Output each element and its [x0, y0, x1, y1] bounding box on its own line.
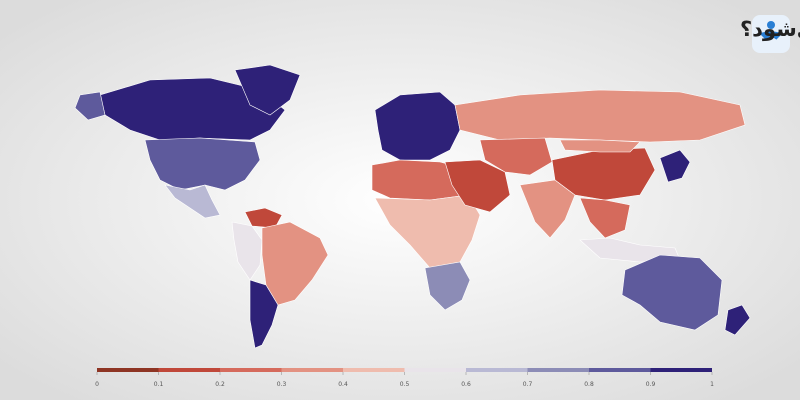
legend-tick-label: 0.2 [215, 381, 225, 388]
region [724, 304, 751, 336]
legend-tick-label: 0.3 [277, 381, 287, 388]
region [249, 279, 279, 349]
legend-tick-label: 0.9 [646, 381, 656, 388]
legend-tick-label: 0.1 [154, 381, 164, 388]
region [559, 139, 641, 153]
legend-swatch [158, 368, 220, 372]
region [99, 77, 286, 141]
region [374, 91, 461, 161]
region [374, 194, 481, 269]
legend-swatch [343, 368, 405, 372]
legend-swatch [220, 368, 282, 372]
legend-swatch [650, 368, 712, 372]
region [424, 261, 471, 311]
legend-tick-label: 0.4 [338, 381, 348, 388]
legend-swatch [589, 368, 651, 372]
logo [752, 15, 790, 53]
region [579, 197, 631, 239]
region [74, 91, 106, 121]
region [244, 207, 283, 229]
legend-tick-label: 0.8 [584, 381, 594, 388]
region [659, 149, 691, 183]
region [231, 221, 263, 281]
legend-swatch [97, 368, 159, 372]
legend-swatch [466, 368, 528, 372]
region [579, 237, 681, 263]
region [164, 184, 221, 219]
legend-tick-label: 1 [710, 381, 714, 388]
title: چگونه میزان آزادی یک کشور اندازه‌گیری می… [740, 16, 800, 41]
region [621, 254, 723, 331]
legend-swatch [404, 368, 466, 372]
legend-tick-label: 0 [95, 381, 99, 388]
legend-tick-label: 0.5 [400, 381, 410, 388]
legend-tick-label: 0.7 [523, 381, 533, 388]
region [261, 221, 329, 306]
region [479, 137, 553, 176]
legend-tick-label: 0.6 [461, 381, 471, 388]
region [444, 159, 511, 213]
legend-swatch [527, 368, 589, 372]
legend: 0 0.1 0.2 0.3 0.4 0.5 0.6 0.7 0.8 0.9 1 [95, 368, 714, 388]
legend-swatch [281, 368, 343, 372]
region [144, 137, 261, 191]
region [234, 64, 301, 116]
map [74, 64, 751, 349]
